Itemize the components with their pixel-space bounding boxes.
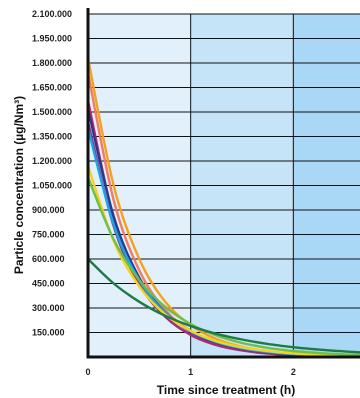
y-tick-label: 2.100.000 <box>32 9 72 19</box>
y-tick-label: 1.350.000 <box>32 132 72 142</box>
x-axis-title: Time since treatment (h) <box>157 383 295 397</box>
y-tick-label: 1.650.000 <box>32 83 72 93</box>
y-tick-label: 750.000 <box>32 230 65 240</box>
gridlines <box>88 13 360 357</box>
y-tick-label: 1.500.000 <box>32 107 72 117</box>
series-line <box>86 257 360 354</box>
x-tick-label: 1 <box>188 367 193 377</box>
y-tick-label: 150.000 <box>32 328 65 338</box>
series-line <box>86 164 360 358</box>
axes <box>86 8 360 359</box>
series-line <box>86 176 360 357</box>
y-tick-label: 1.950.000 <box>32 34 72 44</box>
x-tick-label: 0 <box>85 367 90 377</box>
y-tick-label: 300.000 <box>32 303 65 313</box>
y-tick-label: 900.000 <box>32 205 65 215</box>
y-tick-label: 1.050.000 <box>32 181 72 191</box>
y-tick-label: 1.800.000 <box>32 58 72 68</box>
y-axis-title: Particle concentration (µg/Nm³) <box>12 96 26 274</box>
y-tick-label: 450.000 <box>32 279 65 289</box>
tick-labels: 150.000 300.000 450.000 600.000 750.000 900.0… <box>32 9 296 377</box>
x-tick-label: 2 <box>291 367 296 377</box>
y-tick-label: 600.000 <box>32 254 65 264</box>
y-tick-label: 1.200.000 <box>32 156 72 166</box>
